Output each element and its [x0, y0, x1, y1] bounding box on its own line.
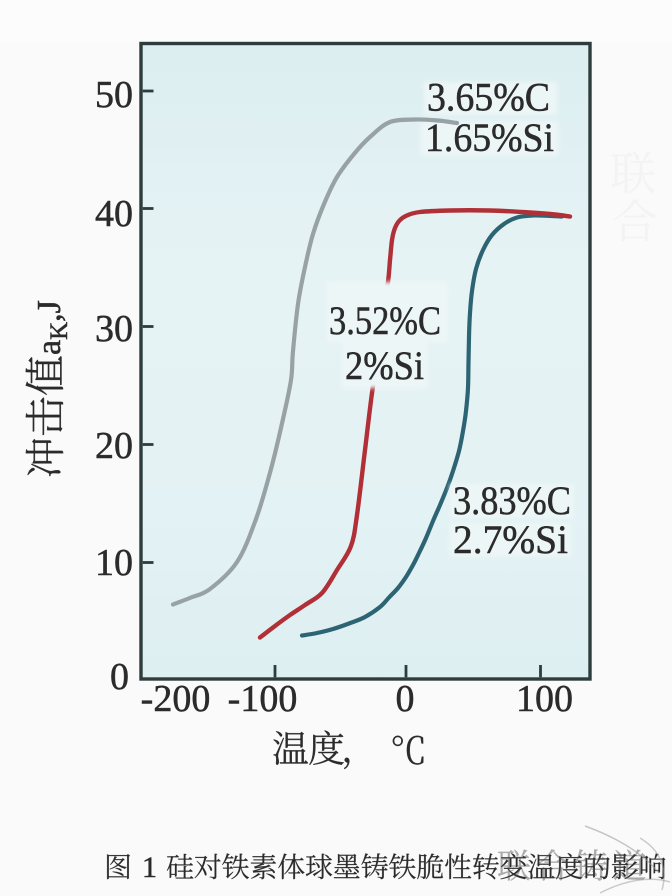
svg-text:-100: -100	[228, 678, 298, 720]
svg-text:3.83%C: 3.83%C	[453, 478, 571, 523]
svg-text:30: 30	[95, 308, 133, 350]
svg-text:10: 10	[95, 542, 133, 584]
svg-text:3.52%C: 3.52%C	[329, 298, 441, 343]
svg-text:2.7%Si: 2.7%Si	[453, 517, 568, 562]
svg-text:-200: -200	[141, 678, 211, 720]
svg-text:20: 20	[95, 425, 133, 467]
svg-text:2%Si: 2%Si	[345, 343, 424, 388]
svg-text:aK,J: aK,J	[31, 300, 73, 355]
svg-text:0: 0	[396, 678, 415, 720]
svg-text:1: 1	[142, 851, 157, 884]
svg-text:50: 50	[95, 74, 133, 116]
svg-text:1.65%Si: 1.65%Si	[425, 115, 554, 160]
svg-text:0: 0	[110, 656, 129, 698]
svg-text:100: 100	[516, 678, 573, 720]
svg-text:40: 40	[95, 193, 133, 235]
svg-text:3.65%C: 3.65%C	[427, 75, 550, 120]
